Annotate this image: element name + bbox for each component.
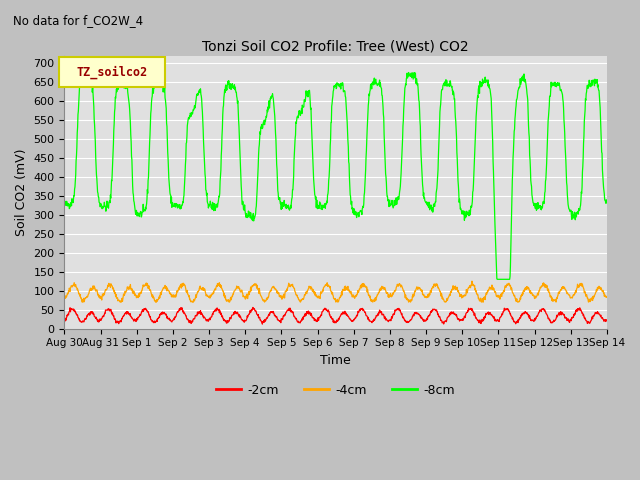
- Text: No data for f_CO2W_4: No data for f_CO2W_4: [13, 14, 143, 27]
- -4cm: [182, 284, 189, 290]
- Text: TZ_soilco2: TZ_soilco2: [77, 65, 148, 79]
- -4cm: [468, 278, 476, 284]
- -2cm: [168, 319, 176, 325]
- Line: -2cm: -2cm: [65, 308, 607, 324]
- FancyBboxPatch shape: [59, 57, 164, 87]
- -4cm: [78, 299, 86, 305]
- -2cm: [540, 306, 547, 312]
- -8cm: [540, 199, 547, 204]
- Line: -4cm: -4cm: [65, 281, 607, 302]
- Line: -8cm: -8cm: [65, 72, 607, 279]
- -4cm: [61, 293, 68, 299]
- -8cm: [242, 213, 250, 218]
- -8cm: [603, 200, 611, 205]
- -2cm: [259, 321, 266, 327]
- -2cm: [420, 318, 428, 324]
- -4cm: [420, 292, 428, 298]
- -4cm: [603, 294, 611, 300]
- -8cm: [491, 222, 499, 228]
- -4cm: [540, 283, 547, 288]
- -8cm: [181, 171, 189, 177]
- -2cm: [242, 318, 250, 324]
- X-axis label: Time: Time: [320, 354, 351, 367]
- -4cm: [243, 295, 250, 301]
- -2cm: [492, 316, 499, 322]
- -8cm: [420, 196, 428, 202]
- -8cm: [168, 204, 176, 210]
- -8cm: [404, 70, 412, 75]
- -4cm: [492, 289, 499, 295]
- -2cm: [249, 305, 257, 311]
- -2cm: [61, 319, 68, 324]
- -8cm: [61, 200, 68, 206]
- -8cm: [493, 276, 501, 282]
- -2cm: [181, 312, 189, 317]
- Legend: -2cm, -4cm, -8cm: -2cm, -4cm, -8cm: [211, 379, 460, 402]
- Y-axis label: Soil CO2 (mV): Soil CO2 (mV): [15, 148, 28, 236]
- Title: Tonzi Soil CO2 Profile: Tree (West) CO2: Tonzi Soil CO2 Profile: Tree (West) CO2: [202, 39, 469, 53]
- -4cm: [168, 294, 176, 300]
- -2cm: [603, 317, 611, 323]
